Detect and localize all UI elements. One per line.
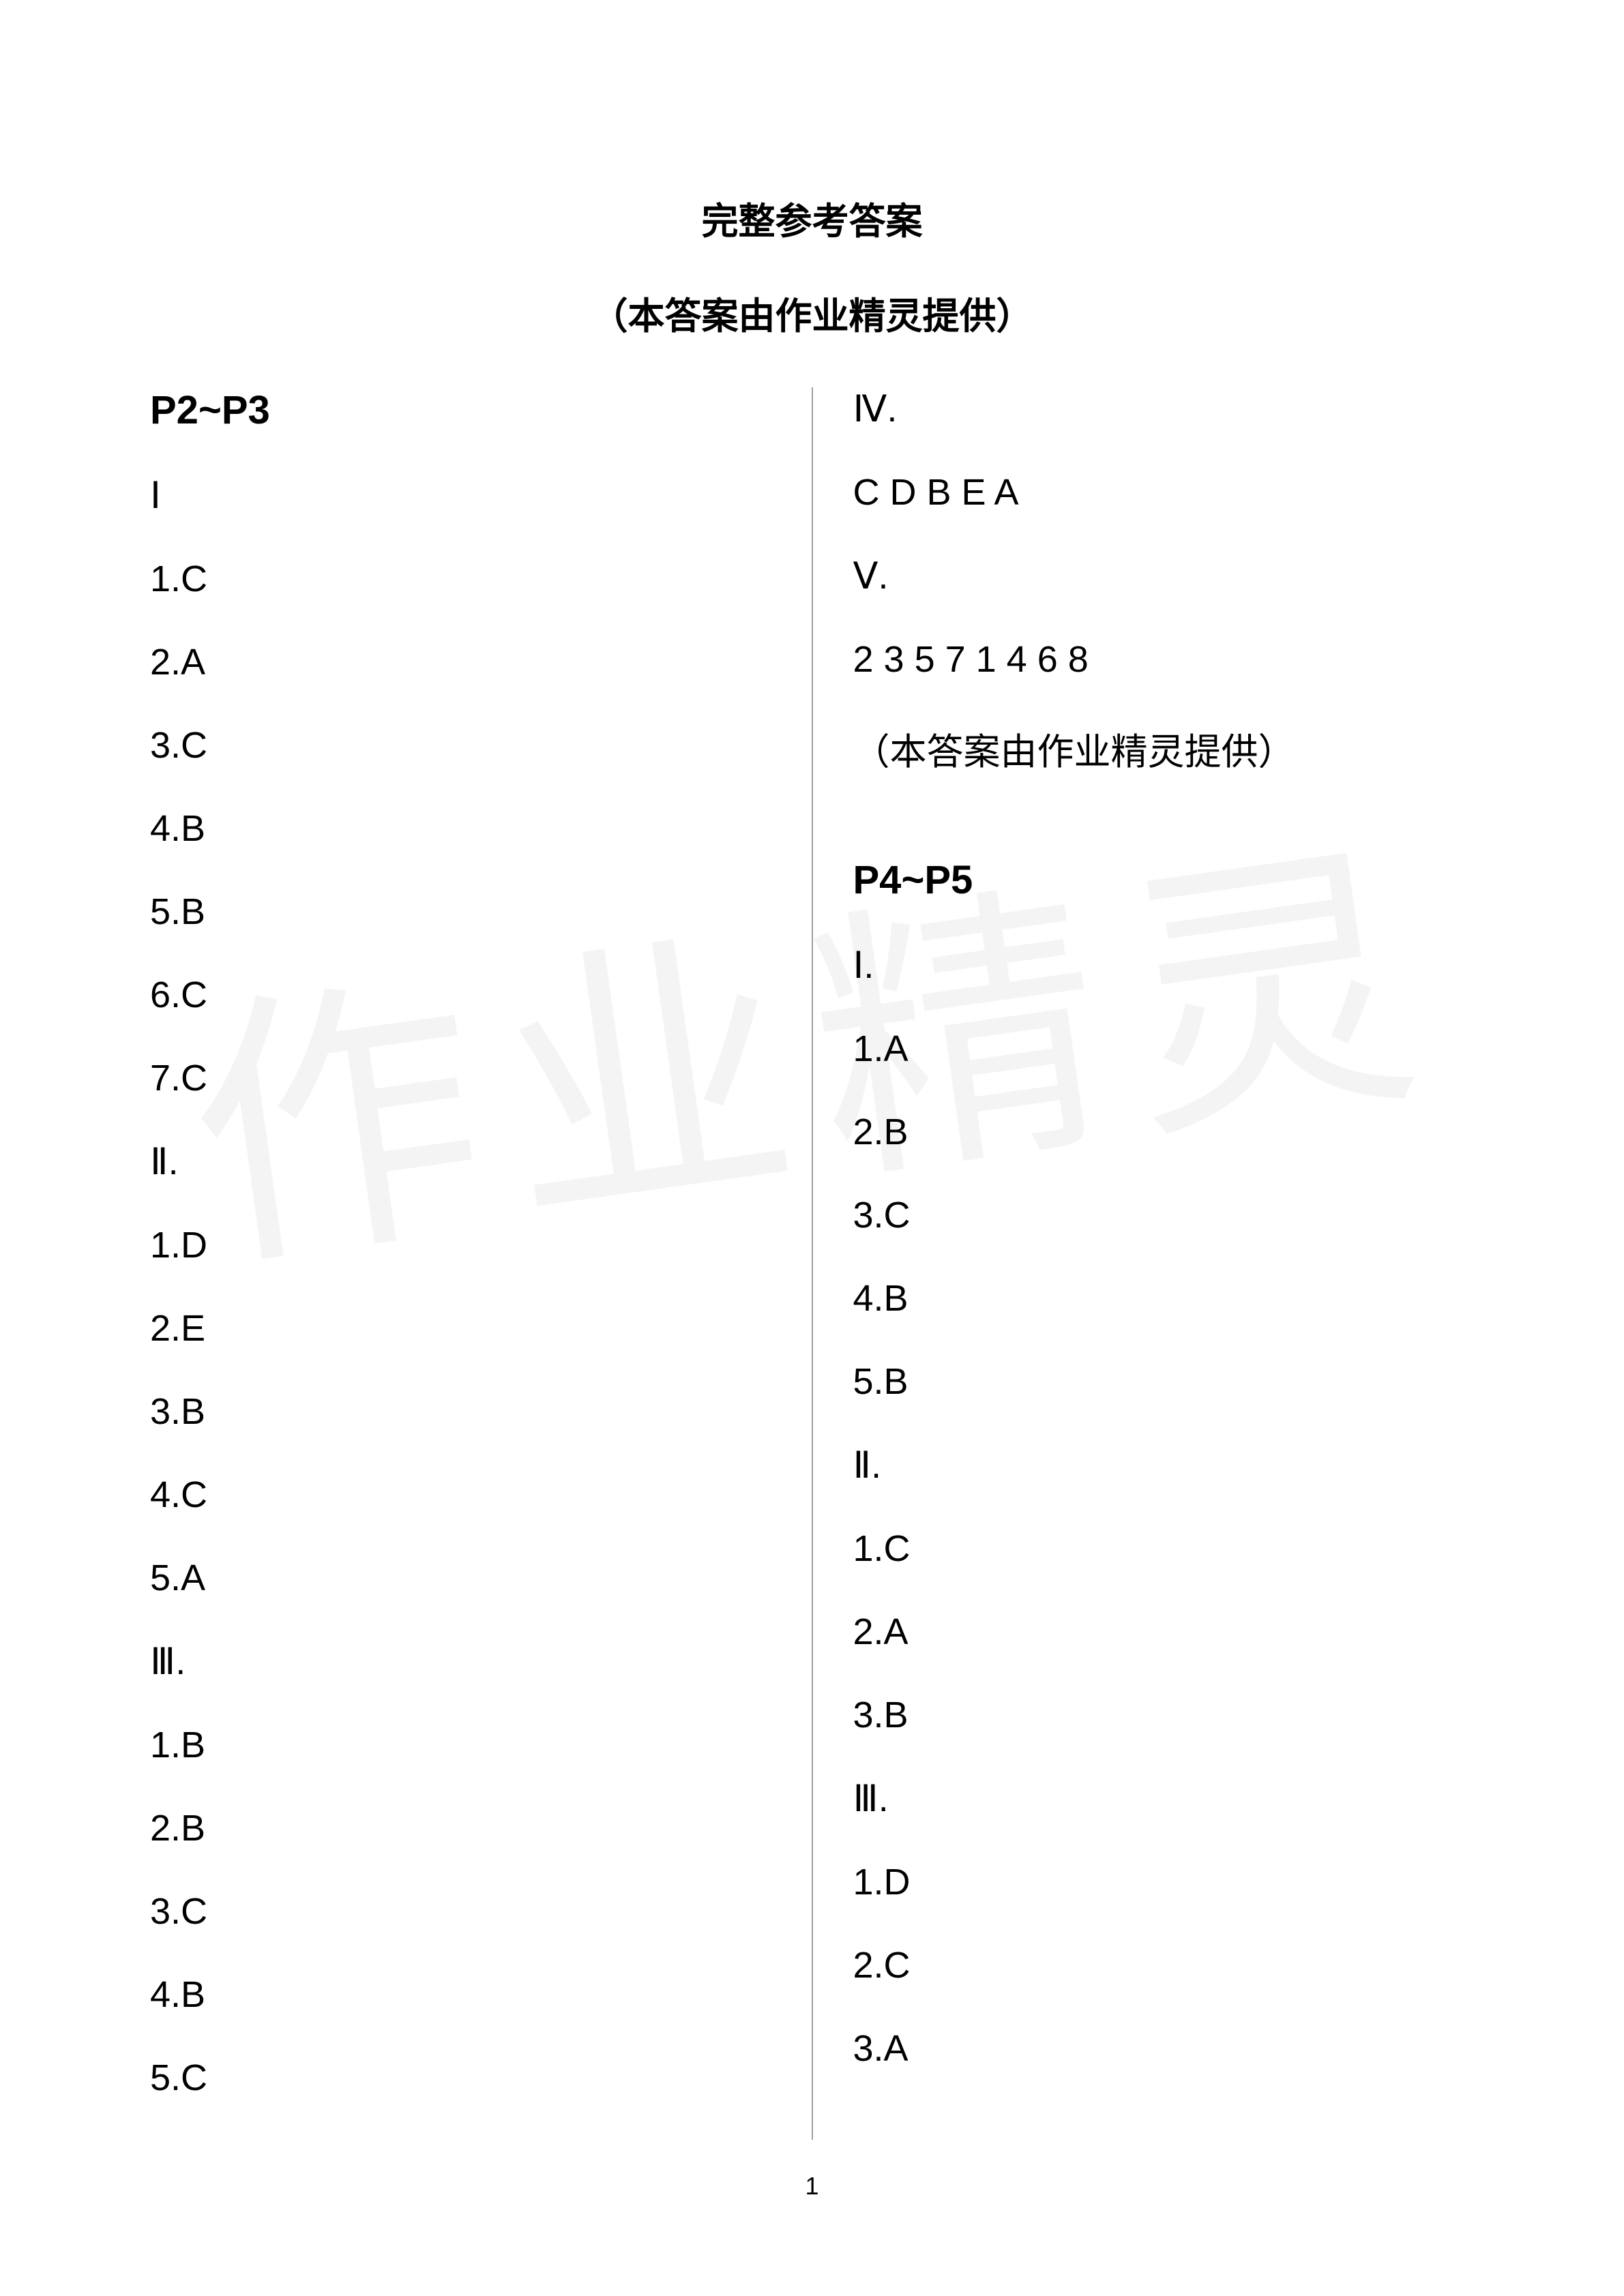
- answer-item: 1.A: [853, 1028, 1475, 1070]
- answer-item: 4.B: [150, 807, 771, 850]
- answer-item: Ⅰ: [150, 474, 771, 517]
- answer-item: Ⅱ.: [853, 1444, 1475, 1487]
- answer-item: C D B E A: [853, 471, 1475, 513]
- answer-item: 7.C: [150, 1057, 771, 1099]
- answer-item: 3.C: [150, 724, 771, 766]
- left-column: P2~P3 Ⅰ 1.C 2.A 3.C 4.B 5.B 6.C 7.C Ⅱ. 1.D 2.E 3.B 4.…: [150, 387, 812, 2140]
- answer-item: Ⅲ.: [150, 1640, 771, 1683]
- answer-item: 3.B: [853, 1694, 1475, 1736]
- answer-item: 1.C: [150, 558, 771, 600]
- answer-item: 3.A: [853, 2027, 1475, 2070]
- answer-item: 4.B: [150, 1973, 771, 2016]
- answer-item: Ⅱ.: [150, 1140, 771, 1183]
- answer-item: 1.D: [853, 1861, 1475, 1903]
- answer-item: 6.C: [150, 974, 771, 1016]
- content-wrapper: P2~P3 Ⅰ 1.C 2.A 3.C 4.B 5.B 6.C 7.C Ⅱ. 1.D 2.E 3.B 4.…: [150, 387, 1474, 2140]
- answer-item: 1.B: [150, 1724, 771, 1766]
- section-header: P4~P5: [853, 857, 1475, 903]
- answer-item: 5.B: [853, 1360, 1475, 1403]
- answer-item: 5.B: [150, 891, 771, 933]
- answer-item: Ⅳ.: [853, 387, 1475, 430]
- answer-item: 3.C: [853, 1194, 1475, 1236]
- answer-item: （本答案由作业精灵提供）: [853, 721, 1475, 775]
- answer-item: Ⅲ.: [853, 1777, 1475, 1820]
- answer-item: 2.E: [150, 1307, 771, 1350]
- answer-item: 2.A: [150, 641, 771, 683]
- answer-item: 5.C: [150, 2057, 771, 2099]
- answer-item: 5.A: [150, 1557, 771, 1599]
- answer-item: 2.B: [150, 1807, 771, 1849]
- answer-item: 1.D: [150, 1224, 771, 1266]
- answer-item: 2.C: [853, 1944, 1475, 1986]
- answer-item: 1.C: [853, 1527, 1475, 1570]
- section-header: P2~P3: [150, 387, 771, 433]
- page-title: 完整参考答案: [150, 191, 1474, 245]
- answer-item: 4.B: [853, 1277, 1475, 1320]
- spacer: [853, 816, 1475, 857]
- answer-item: Ⅴ.: [853, 554, 1475, 597]
- answer-item: 2 3 5 7 1 4 6 8: [853, 638, 1475, 681]
- answer-item: 3.C: [150, 1890, 771, 1933]
- answer-item: 4.C: [150, 1474, 771, 1516]
- answer-item: 3.B: [150, 1390, 771, 1433]
- column-divider: [812, 387, 813, 2140]
- page-subtitle: （本答案由作业精灵提供）: [150, 286, 1474, 340]
- page-number: 1: [805, 2172, 818, 2201]
- answer-item: Ⅰ.: [853, 944, 1475, 987]
- answer-item: 2.B: [853, 1111, 1475, 1153]
- answer-item: 2.A: [853, 1611, 1475, 1653]
- right-column: Ⅳ. C D B E A Ⅴ. 2 3 5 7 1 4 6 8 （本答案由作业精灵提供）…: [812, 387, 1475, 2140]
